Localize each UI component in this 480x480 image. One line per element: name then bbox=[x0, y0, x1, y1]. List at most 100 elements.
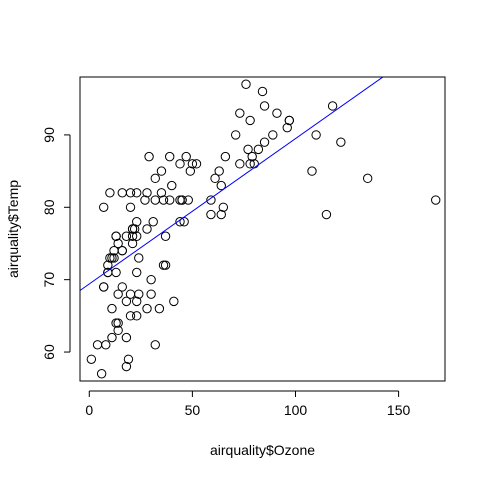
data-point bbox=[206, 209, 216, 220]
data-point bbox=[158, 195, 169, 205]
y-tick-label: 60 bbox=[41, 344, 57, 360]
data-point bbox=[134, 253, 144, 263]
data-point bbox=[160, 260, 171, 270]
data-point bbox=[111, 267, 121, 278]
data-point bbox=[156, 166, 167, 176]
data-point bbox=[99, 202, 109, 212]
data-point bbox=[241, 79, 251, 89]
data-point bbox=[259, 101, 270, 111]
data-point bbox=[121, 231, 132, 241]
data-point bbox=[165, 195, 175, 205]
data-point bbox=[92, 340, 103, 350]
data-point bbox=[243, 144, 253, 155]
data-point bbox=[142, 224, 152, 234]
data-point bbox=[113, 289, 123, 299]
data-point bbox=[121, 332, 132, 343]
data-point bbox=[321, 209, 332, 220]
data-point bbox=[146, 274, 156, 285]
data-point bbox=[175, 195, 185, 205]
data-point bbox=[156, 188, 167, 198]
data-point bbox=[117, 282, 127, 292]
data-point bbox=[132, 217, 142, 227]
data-point bbox=[125, 311, 136, 321]
data-point bbox=[259, 137, 270, 147]
data-point bbox=[245, 115, 255, 126]
y-tick-label: 70 bbox=[41, 272, 57, 288]
data-point bbox=[214, 166, 224, 176]
data-point bbox=[107, 332, 117, 343]
data-point bbox=[144, 151, 154, 162]
data-point bbox=[253, 144, 264, 155]
data-point bbox=[123, 354, 134, 364]
data-point bbox=[187, 159, 198, 169]
y-tick-label: 80 bbox=[41, 199, 57, 215]
data-point bbox=[327, 101, 338, 111]
data-point bbox=[113, 238, 123, 249]
data-point bbox=[154, 303, 165, 314]
data-point bbox=[142, 188, 152, 198]
data-point bbox=[311, 130, 321, 140]
data-point bbox=[127, 224, 138, 234]
data-point bbox=[127, 231, 138, 241]
data-point bbox=[125, 202, 136, 212]
data-point bbox=[245, 159, 255, 169]
data-point bbox=[284, 115, 295, 126]
data-point bbox=[99, 282, 109, 292]
data-point bbox=[86, 354, 97, 364]
points-layer bbox=[86, 79, 441, 379]
data-point bbox=[220, 151, 231, 162]
x-tick-label: 100 bbox=[284, 402, 308, 418]
regression-line bbox=[79, 76, 384, 291]
data-point bbox=[165, 151, 175, 162]
data-point bbox=[167, 180, 177, 191]
data-point bbox=[111, 231, 121, 241]
data-point bbox=[230, 130, 241, 140]
data-point bbox=[210, 173, 220, 184]
data-point bbox=[216, 180, 226, 191]
data-point bbox=[235, 108, 245, 118]
data-point bbox=[181, 151, 191, 162]
data-point bbox=[336, 137, 346, 147]
data-point bbox=[132, 188, 142, 198]
data-point bbox=[96, 369, 107, 379]
data-point bbox=[362, 173, 373, 184]
y-axis: 60 70 80 90 bbox=[41, 127, 71, 360]
data-point bbox=[105, 253, 115, 263]
plot-box bbox=[79, 76, 446, 382]
data-point bbox=[191, 159, 202, 169]
x-tick-label: 0 bbox=[85, 402, 93, 418]
y-axis-title: airquality$Temp bbox=[5, 180, 21, 278]
data-point bbox=[247, 151, 257, 162]
data-point bbox=[175, 217, 185, 227]
data-point bbox=[132, 267, 142, 278]
data-point bbox=[105, 188, 115, 198]
data-point bbox=[132, 311, 142, 321]
data-point bbox=[117, 246, 127, 256]
data-point bbox=[107, 303, 117, 314]
data-point bbox=[160, 231, 171, 241]
data-point bbox=[121, 296, 132, 307]
x-axis-title: airquality$Ozone bbox=[210, 442, 315, 458]
data-point bbox=[268, 130, 278, 140]
data-point bbox=[150, 173, 160, 184]
data-point bbox=[175, 159, 185, 169]
data-point bbox=[185, 166, 196, 176]
data-point bbox=[272, 108, 282, 118]
data-point bbox=[127, 238, 138, 249]
data-point bbox=[109, 253, 119, 263]
data-point bbox=[142, 303, 152, 314]
data-point bbox=[218, 202, 229, 212]
data-point bbox=[282, 122, 292, 133]
x-axis: 0 50 100 150 bbox=[85, 390, 410, 418]
data-point bbox=[113, 325, 123, 336]
data-point bbox=[103, 260, 113, 270]
data-point bbox=[132, 296, 142, 307]
data-point bbox=[257, 86, 268, 97]
data-point bbox=[307, 166, 317, 176]
data-point bbox=[150, 340, 160, 350]
data-point bbox=[431, 195, 441, 205]
data-point bbox=[111, 318, 121, 328]
x-tick-label: 50 bbox=[185, 402, 201, 418]
data-point bbox=[206, 195, 216, 205]
